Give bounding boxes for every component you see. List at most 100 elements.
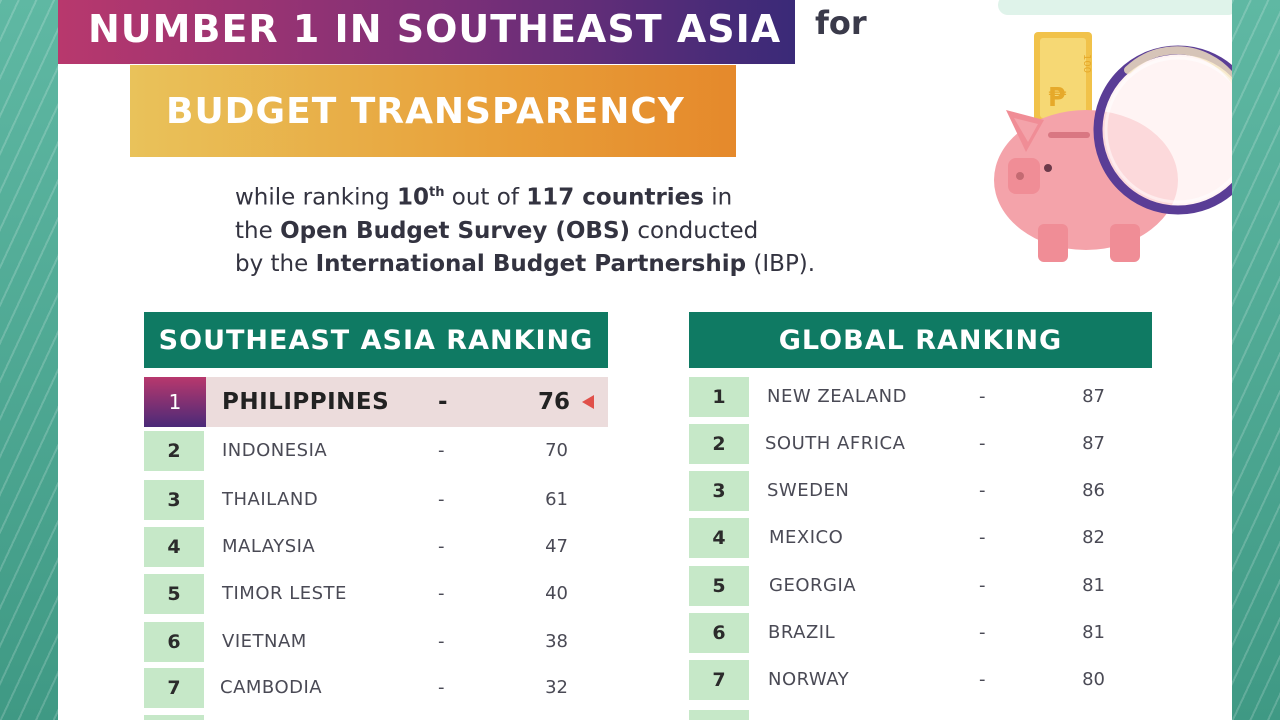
desc-org: International Budget Partnership xyxy=(315,250,747,277)
top-pill-shape xyxy=(998,0,1232,15)
separator-dash: - xyxy=(979,527,986,548)
separator-dash: - xyxy=(438,536,445,557)
score: 32 xyxy=(545,677,568,698)
table-row: 7 NORWAY - 80 xyxy=(689,660,1152,700)
sea-ranking-title: SOUTHEAST ASIA RANKING xyxy=(158,324,594,356)
title-banner: NUMBER 1 IN SOUTHEAST ASIA xyxy=(58,0,795,64)
desc-text: the xyxy=(235,217,281,244)
country-name: CAMBODIA xyxy=(220,677,323,698)
country-name: INDONESIA xyxy=(222,440,328,461)
desc-text: out of xyxy=(444,184,527,211)
rank-number: 7 xyxy=(689,660,749,700)
score: 86 xyxy=(1082,480,1105,501)
rank-number: 2 xyxy=(144,431,204,471)
score: 76 xyxy=(537,389,570,415)
svg-text:₱: ₱ xyxy=(1048,83,1067,113)
desc-survey: Open Budget Survey (OBS) xyxy=(280,217,631,244)
separator-dash: - xyxy=(438,440,445,461)
table-row: 2 INDONESIA - 70 xyxy=(144,431,608,471)
desc-text: (IBP). xyxy=(746,250,816,277)
svg-text:100: 100 xyxy=(1081,54,1092,73)
score: 40 xyxy=(545,583,568,604)
rank-number: 1 xyxy=(144,377,206,427)
right-decorative-stripes xyxy=(1232,0,1280,720)
separator-dash: - xyxy=(979,622,986,643)
description: while ranking 10th out of 117 countries … xyxy=(235,176,835,281)
rank-box-partial xyxy=(144,715,204,720)
rank-number: 7 xyxy=(144,668,204,708)
separator-dash: - xyxy=(979,480,986,501)
country-name: SOUTH AFRICA xyxy=(765,433,906,454)
desc-text: in xyxy=(703,184,733,211)
score: 81 xyxy=(1082,622,1105,643)
rank-box-partial xyxy=(689,710,749,720)
rank-number: 3 xyxy=(689,471,749,511)
table-row: 6 BRAZIL - 81 xyxy=(689,613,1152,653)
table-row: 1 NEW ZEALAND - 87 xyxy=(689,377,1152,417)
sea-ranking-header: SOUTHEAST ASIA RANKING xyxy=(144,312,608,368)
separator-dash: - xyxy=(979,433,986,454)
country-name: MEXICO xyxy=(769,527,844,548)
global-ranking-header: GLOBAL RANKING xyxy=(689,312,1152,368)
rank-number: 5 xyxy=(689,566,749,606)
banknote-icon: ₱ 100 xyxy=(1034,32,1092,124)
desc-countries: 117 countries xyxy=(526,184,704,211)
country-name: GEORGIA xyxy=(769,575,857,596)
country-name: SWEDEN xyxy=(767,480,850,501)
separator-dash: - xyxy=(438,631,445,652)
table-row: 5 GEORGIA - 81 xyxy=(689,566,1152,606)
score: 80 xyxy=(1082,669,1105,690)
rank-number: 3 xyxy=(144,480,204,520)
subtitle-banner: BUDGET TRANSPARENCY xyxy=(130,65,736,157)
separator-dash: - xyxy=(979,386,986,407)
separator-dash: - xyxy=(979,669,986,690)
sea-highlight-row: 1 PHILIPPINES - 76 xyxy=(144,377,608,427)
content-panel: NUMBER 1 IN SOUTHEAST ASIA for BUDGET TR… xyxy=(58,0,1232,720)
country-name: MALAYSIA xyxy=(222,536,316,557)
table-row: 7 CAMBODIA - 32 xyxy=(144,668,608,708)
desc-text: conducted xyxy=(630,217,759,244)
table-row: 4 MALAYSIA - 47 xyxy=(144,527,608,567)
table-row: 2 SOUTH AFRICA - 87 xyxy=(689,424,1152,464)
separator-dash: - xyxy=(438,583,445,604)
separator-dash: - xyxy=(979,575,986,596)
score: 61 xyxy=(545,489,568,510)
left-decorative-stripes xyxy=(0,0,58,720)
magnifying-glass-icon xyxy=(1093,45,1232,215)
rank-number: 4 xyxy=(689,518,749,558)
table-row: 3 THAILAND - 61 xyxy=(144,480,608,520)
country-name: VIETNAM xyxy=(222,631,307,652)
title-line2: BUDGET TRANSPARENCY xyxy=(166,90,685,132)
table-row: 6 VIETNAM - 38 xyxy=(144,622,608,662)
country-name: TIMOR LESTE xyxy=(222,583,347,604)
score: 87 xyxy=(1082,433,1105,454)
country-name: THAILAND xyxy=(222,489,319,510)
global-ranking-title: GLOBAL RANKING xyxy=(778,324,1063,356)
rank-number: 6 xyxy=(144,622,204,662)
score: 82 xyxy=(1082,527,1105,548)
table-row: 3 SWEDEN - 86 xyxy=(689,471,1152,511)
separator-dash: - xyxy=(438,677,445,698)
country-name: PHILIPPINES xyxy=(222,389,390,415)
score: 81 xyxy=(1082,575,1105,596)
score: 38 xyxy=(545,631,568,652)
country-name: NORWAY xyxy=(768,669,850,690)
title-line1: NUMBER 1 IN SOUTHEAST ASIA xyxy=(88,7,782,51)
rank-number: 1 xyxy=(689,377,749,417)
score: 47 xyxy=(545,536,568,557)
table-row: 5 TIMOR LESTE - 40 xyxy=(144,574,608,614)
piggy-bank-illustration: ₱ 100 xyxy=(994,0,1232,262)
table-row: 4 MEXICO - 82 xyxy=(689,518,1152,558)
rank-number: 4 xyxy=(144,527,204,567)
country-name: NEW ZEALAND xyxy=(767,386,907,407)
country-name: BRAZIL xyxy=(768,622,836,643)
rank-number: 2 xyxy=(689,424,749,464)
desc-text: while ranking xyxy=(235,184,397,211)
separator-dash: - xyxy=(438,489,445,510)
score: 87 xyxy=(1082,386,1105,407)
score: 70 xyxy=(545,440,568,461)
separator-dash: - xyxy=(438,389,448,415)
desc-rank: 10 xyxy=(396,184,429,211)
desc-text: by the xyxy=(235,250,316,277)
desc-rank-suffix: th xyxy=(428,185,445,200)
